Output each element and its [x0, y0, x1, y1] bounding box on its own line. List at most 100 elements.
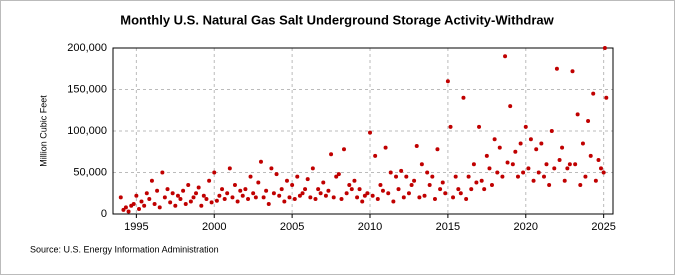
point — [523, 124, 528, 129]
point — [284, 178, 289, 183]
point — [207, 178, 212, 183]
point — [318, 191, 323, 196]
point — [510, 162, 515, 167]
point — [599, 166, 604, 171]
point — [341, 147, 346, 152]
point — [474, 180, 479, 185]
point — [368, 130, 373, 135]
point — [277, 193, 282, 198]
point — [235, 199, 240, 204]
point — [373, 153, 378, 158]
point — [380, 188, 385, 193]
point — [466, 174, 471, 179]
point — [199, 203, 204, 208]
point — [313, 197, 318, 202]
point — [583, 174, 588, 179]
point — [282, 199, 287, 204]
point — [591, 91, 596, 96]
point — [560, 145, 565, 150]
point — [251, 191, 256, 196]
point — [425, 170, 430, 175]
point — [508, 104, 513, 109]
point — [217, 193, 222, 198]
point — [336, 172, 341, 177]
point — [305, 177, 310, 182]
x-tick-label: 1995 — [124, 221, 148, 233]
point — [539, 141, 544, 146]
point — [586, 119, 591, 124]
point — [362, 193, 367, 198]
point — [412, 178, 417, 183]
point — [188, 199, 193, 204]
point — [503, 54, 508, 59]
point — [261, 195, 266, 200]
point — [121, 207, 126, 212]
y-axis-label: Million Cubic Feet — [38, 95, 48, 167]
point — [588, 153, 593, 158]
point — [399, 168, 404, 173]
point — [438, 187, 443, 192]
point — [383, 145, 388, 150]
point — [419, 162, 424, 167]
point — [471, 162, 476, 167]
point — [339, 197, 344, 202]
point — [238, 188, 243, 193]
point — [347, 182, 352, 187]
point — [316, 187, 321, 192]
point — [557, 158, 562, 163]
point — [451, 195, 456, 200]
point — [531, 178, 536, 183]
source: Source: U.S. Energy Information Administ… — [30, 244, 219, 254]
point — [445, 79, 450, 84]
point — [227, 166, 232, 171]
point — [232, 182, 237, 187]
point — [300, 191, 305, 196]
point — [160, 170, 165, 175]
x-tick-label: 2025 — [591, 221, 615, 233]
point — [562, 178, 567, 183]
point — [427, 182, 432, 187]
point — [536, 170, 541, 175]
point — [453, 174, 458, 179]
point — [292, 197, 297, 202]
point — [440, 180, 445, 185]
point — [386, 191, 391, 196]
point — [139, 199, 144, 204]
point — [469, 187, 474, 192]
point — [458, 191, 463, 196]
point — [544, 162, 549, 167]
point — [175, 193, 180, 198]
plot-area — [112, 47, 614, 215]
point — [186, 182, 191, 187]
point — [131, 202, 136, 207]
point — [149, 178, 154, 183]
point — [248, 174, 253, 179]
point — [567, 162, 572, 167]
point — [118, 195, 123, 200]
point — [246, 197, 251, 202]
point — [528, 137, 533, 142]
point — [137, 207, 142, 212]
point — [253, 195, 258, 200]
point — [549, 129, 554, 133]
point — [194, 191, 199, 196]
point — [461, 95, 466, 100]
point — [170, 191, 175, 196]
point — [222, 197, 227, 202]
point — [279, 187, 284, 192]
point — [258, 159, 263, 164]
point — [243, 187, 248, 192]
point — [349, 187, 354, 192]
point — [181, 188, 186, 193]
point — [196, 185, 201, 190]
point — [388, 170, 393, 175]
point — [256, 180, 261, 185]
point — [287, 195, 292, 200]
point — [435, 147, 440, 152]
point — [204, 197, 209, 202]
point — [580, 141, 585, 146]
y-tick-label: 0 — [101, 208, 107, 220]
point — [505, 160, 510, 165]
chart-title: Monthly U.S. Natural Gas Salt Undergroun… — [120, 12, 554, 27]
